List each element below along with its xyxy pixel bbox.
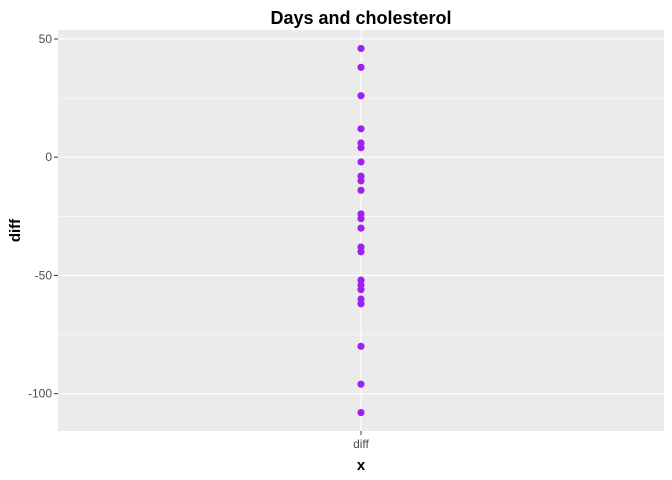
y-tick-label: 0 bbox=[45, 150, 52, 164]
data-point bbox=[357, 186, 365, 194]
chart-title: Days and cholesterol bbox=[270, 8, 451, 28]
x-axis: diff bbox=[353, 431, 370, 451]
data-point bbox=[357, 300, 365, 308]
data-point bbox=[357, 92, 365, 100]
data-point bbox=[357, 177, 365, 185]
data-point bbox=[357, 144, 365, 152]
data-points bbox=[357, 44, 365, 417]
x-tick-label: diff bbox=[353, 437, 369, 451]
data-point bbox=[357, 224, 365, 232]
data-point bbox=[357, 342, 365, 350]
data-point bbox=[357, 380, 365, 388]
y-tick-label: -50 bbox=[35, 268, 53, 282]
data-point bbox=[357, 248, 365, 256]
y-tick-label: 50 bbox=[39, 32, 53, 46]
y-tick-label: -100 bbox=[28, 387, 52, 401]
y-axis-title: diff bbox=[7, 218, 24, 242]
data-point bbox=[357, 158, 365, 166]
data-point bbox=[357, 286, 365, 294]
data-point bbox=[357, 44, 365, 53]
data-point bbox=[357, 63, 365, 71]
y-axis: 50 0 -50 -100 bbox=[28, 32, 58, 401]
x-axis-title: x bbox=[357, 457, 366, 474]
data-point bbox=[357, 408, 365, 417]
data-point bbox=[357, 125, 365, 133]
data-point bbox=[357, 215, 365, 223]
